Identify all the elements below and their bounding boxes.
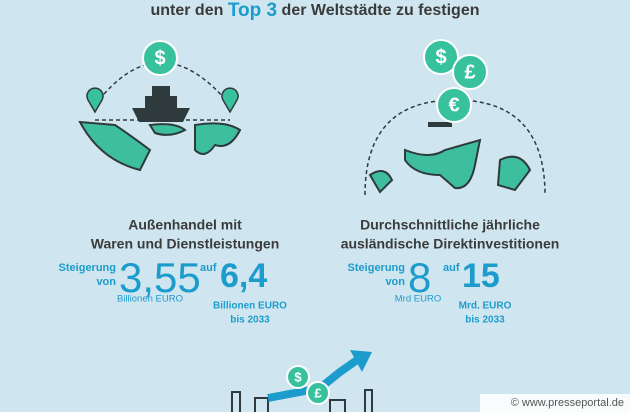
investment-illustration: $ £ € — [364, 39, 546, 196]
year: bis 2033 — [465, 315, 505, 326]
label: auf — [200, 262, 217, 274]
label: von — [96, 276, 116, 288]
trade-illustration: $ — [78, 40, 242, 172]
pound-icon: £ — [314, 385, 322, 400]
unit: Mrd. EURO — [459, 301, 512, 312]
label: Steigerung — [59, 262, 116, 274]
to-value: 6,4 — [220, 257, 267, 295]
from-value: 3,55 — [119, 254, 201, 301]
unit: Billionen EURO — [213, 301, 287, 312]
to-value: 15 — [462, 257, 500, 295]
from-value: 8 — [408, 254, 431, 301]
dollar-icon: $ — [435, 46, 446, 68]
dollar-icon: $ — [154, 47, 165, 69]
title: unter den Top 3 der Weltstädte zu festig… — [150, 0, 479, 21]
heading: Waren und Dienstleistungen — [91, 236, 280, 252]
unit: Billionen EURO — [117, 294, 183, 305]
year: bis 2033 — [230, 315, 270, 326]
heading: ausländische Direktinvestitionen — [341, 236, 560, 252]
watermark-box — [480, 394, 630, 412]
unit: Mrd EURO — [395, 294, 441, 305]
heading: Durchschnittliche jährliche — [360, 217, 540, 233]
label: Steigerung — [348, 262, 405, 274]
title-highlight: Top 3 — [228, 0, 277, 21]
title-text: unter den — [150, 2, 227, 19]
heading: Außenhandel mit — [128, 217, 242, 233]
euro-icon: € — [448, 94, 459, 116]
pound-icon: £ — [464, 61, 475, 83]
watermark: © www.presseportal.de — [511, 397, 624, 409]
label: von — [385, 276, 405, 288]
dollar-icon: $ — [294, 369, 302, 384]
label: auf — [443, 262, 460, 274]
title-text: der Weltstädte zu festigen — [277, 2, 479, 19]
growth-illustration: $ £ — [231, 350, 373, 412]
